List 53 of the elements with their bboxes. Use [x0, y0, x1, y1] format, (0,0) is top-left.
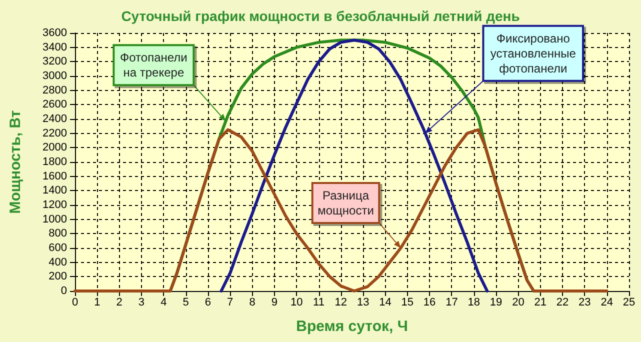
- y-tick-label: 800: [48, 228, 67, 240]
- y-tick-label: 3600: [42, 27, 67, 39]
- x-tick-label: 3: [138, 296, 145, 308]
- x-tick-label: 0: [72, 296, 78, 308]
- x-tick-label: 14: [379, 296, 392, 308]
- x-tick-label: 9: [271, 296, 278, 308]
- y-tick-label: 2800: [42, 84, 67, 96]
- x-tick-label: 15: [401, 296, 414, 308]
- annotation: Разница мощности: [318, 188, 374, 218]
- x-tick-label: 25: [622, 296, 636, 308]
- x-tick-label: 20: [512, 296, 524, 308]
- x-tick-label: 12: [334, 296, 348, 308]
- x-tick-label: 19: [490, 296, 502, 308]
- x-tick-label: 13: [356, 296, 370, 308]
- annotation: Фиксировано установленные фотопанели: [490, 31, 576, 76]
- x-tick-label: 23: [578, 296, 591, 308]
- y-tick-label: 3000: [42, 70, 67, 82]
- x-tick-label: 11: [313, 296, 324, 308]
- y-tick-label: 1600: [42, 170, 67, 182]
- x-tick-label: 1: [94, 296, 100, 308]
- annotation: Фотопанели на трекере: [120, 50, 188, 80]
- y-tick-label: 1200: [42, 199, 67, 211]
- x-tick-label: 5: [182, 296, 189, 308]
- y-tick-label: 1000: [42, 213, 67, 226]
- y-tick-label: 2000: [42, 142, 67, 154]
- x-tick-label: 18: [468, 296, 480, 308]
- x-tick-label: 4: [160, 296, 167, 308]
- x-tick-label: 22: [556, 296, 569, 308]
- line-series: [220, 38, 489, 292]
- y-tick-label: 0: [60, 285, 67, 297]
- y-tick-label: 400: [48, 256, 67, 268]
- x-tick-label: 21: [534, 296, 546, 308]
- y-tick-label: 1400: [42, 184, 67, 197]
- y-tick-label: 3400: [42, 41, 67, 54]
- y-tick-label: 600: [48, 242, 67, 254]
- x-axis-title: Время суток, Ч: [296, 318, 408, 335]
- x-tick-label: 7: [227, 296, 234, 308]
- y-tick-label: 2600: [42, 98, 67, 111]
- x-tick-label: 10: [290, 296, 303, 308]
- x-tick-label: 17: [446, 296, 458, 308]
- y-tick-label: 2400: [42, 113, 67, 125]
- y-axis-title: Мощность, Вт: [7, 110, 24, 214]
- y-tick-label: 2200: [42, 127, 67, 140]
- x-tick-label: 24: [600, 296, 613, 308]
- y-tick-label: 200: [48, 270, 67, 283]
- x-tick-label: 16: [423, 296, 436, 308]
- y-tick-label: 3200: [42, 56, 67, 68]
- chart-title: Суточный график мощности в безоблачный летний день: [121, 8, 520, 24]
- line-series: [74, 128, 608, 292]
- x-tick-label: 2: [116, 296, 122, 308]
- y-tick-label: 1800: [42, 156, 67, 168]
- x-tick-label: 8: [249, 296, 256, 308]
- x-tick-label: 6: [204, 296, 212, 308]
